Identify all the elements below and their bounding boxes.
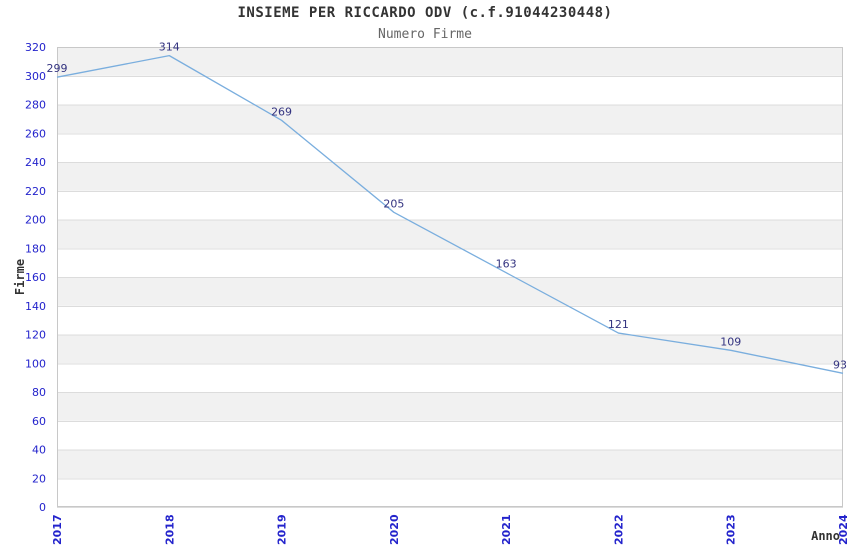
- y-tick-label: 280: [25, 99, 46, 112]
- x-tick-label: 2023: [725, 514, 738, 545]
- plot-band: [57, 449, 843, 479]
- chart-subtitle: Numero Firme: [378, 27, 472, 42]
- y-tick-label: 220: [25, 185, 46, 198]
- plot-band: [57, 190, 843, 220]
- y-tick-label: 0: [39, 501, 46, 514]
- y-tick-label: 240: [25, 156, 46, 169]
- plot-band: [57, 248, 843, 277]
- x-axis-title: Anno: [811, 529, 840, 543]
- plot-band: [57, 392, 843, 421]
- x-tick-label: 2020: [388, 514, 401, 545]
- data-label: 205: [383, 197, 404, 210]
- x-tick-label: 2019: [276, 514, 289, 545]
- data-label: 269: [271, 105, 292, 118]
- plot-band: [57, 334, 843, 364]
- plot-band: [57, 219, 843, 249]
- plot-band: [57, 305, 843, 335]
- y-tick-label: 200: [25, 214, 46, 227]
- plot-band: [57, 420, 843, 450]
- plot-band: [57, 162, 843, 191]
- plot-border: [57, 47, 843, 507]
- plot-band: [57, 478, 843, 507]
- chart-title: INSIEME PER RICCARDO ODV (c.f.9104423044…: [237, 5, 613, 21]
- plot-band: [57, 277, 843, 306]
- data-label: 299: [47, 62, 68, 75]
- y-tick-label: 320: [25, 41, 46, 54]
- plot-band: [57, 47, 843, 76]
- data-label: 314: [159, 41, 180, 54]
- y-tick-label: 100: [25, 357, 46, 370]
- x-tick-label: 2018: [163, 514, 176, 545]
- series-line: [56, 54, 844, 374]
- x-tick-label: 2024: [837, 514, 850, 545]
- plot-band: [57, 75, 843, 105]
- plot-band: [57, 363, 843, 392]
- y-tick-label: 140: [25, 300, 46, 313]
- y-tick-label: 160: [25, 271, 46, 284]
- x-tick-label: 2022: [612, 514, 625, 545]
- y-tick-label: 180: [25, 242, 46, 255]
- y-tick-label: 20: [32, 472, 46, 485]
- plot-band: [57, 104, 843, 134]
- data-label: 109: [720, 335, 741, 348]
- y-tick-label: 40: [32, 444, 46, 457]
- y-tick-label: 260: [25, 127, 46, 140]
- plot-band: [57, 133, 843, 162]
- y-tick-label: 80: [32, 386, 46, 399]
- x-tick-label: 2017: [51, 514, 64, 545]
- data-label: 121: [608, 318, 629, 331]
- data-label: 163: [496, 258, 517, 271]
- y-tick-label: 120: [25, 329, 46, 342]
- y-tick-label: 60: [32, 415, 46, 428]
- data-label: 93: [833, 358, 847, 371]
- x-tick-label: 2021: [500, 514, 513, 545]
- y-tick-label: 300: [25, 70, 46, 83]
